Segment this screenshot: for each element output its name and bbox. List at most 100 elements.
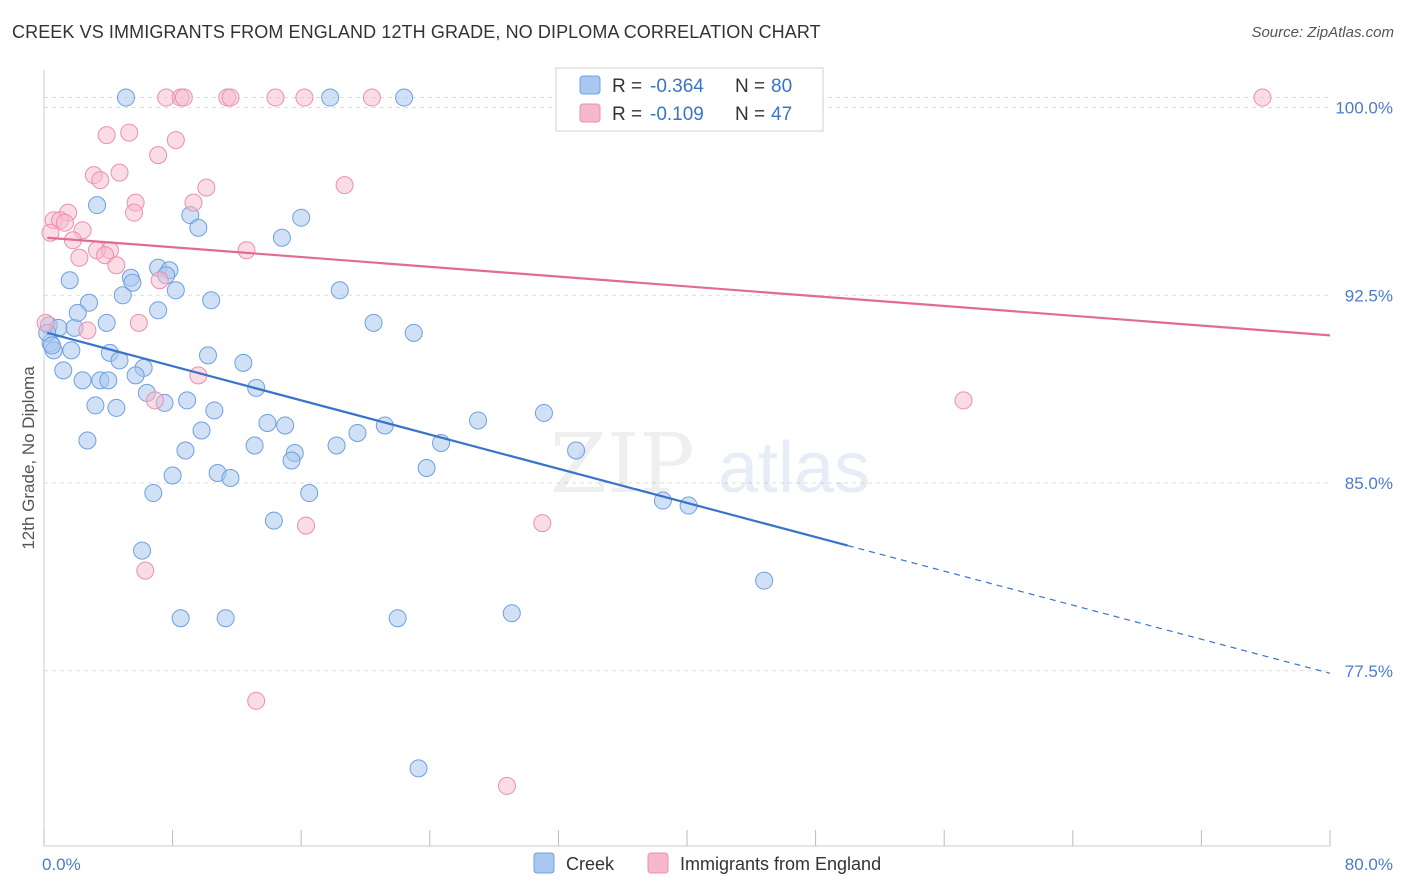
england-point xyxy=(362,88,381,107)
creek-point xyxy=(282,451,301,470)
creek-point xyxy=(107,398,126,417)
creek-point xyxy=(534,403,553,422)
england-point xyxy=(107,256,126,275)
creek-point xyxy=(192,421,211,440)
creek-point xyxy=(178,391,197,410)
creek-point xyxy=(97,313,116,332)
creek-point xyxy=(292,208,311,227)
england-point xyxy=(97,126,116,145)
creek-point xyxy=(272,228,291,247)
series-england xyxy=(36,88,1272,795)
creek-point xyxy=(86,396,105,415)
england-point xyxy=(297,516,316,535)
bottom-legend-england-swatch xyxy=(647,852,669,874)
axes xyxy=(43,70,1331,847)
england-point xyxy=(497,776,516,795)
creek-trend-extension xyxy=(847,545,1331,674)
legend-creek-r-value: -0.364 xyxy=(650,76,704,97)
creek-point xyxy=(264,511,283,530)
england-point xyxy=(78,321,97,340)
england-point xyxy=(70,248,89,267)
creek-point xyxy=(375,416,394,435)
creek-point xyxy=(258,413,277,432)
x-tick-label: 80.0% xyxy=(1345,855,1393,874)
watermark-atlas: atlas xyxy=(718,428,870,508)
bottom-legend-creek-label: Creek xyxy=(566,854,615,874)
creek-point xyxy=(198,346,217,365)
creek-point xyxy=(80,293,99,312)
creek-point xyxy=(404,323,423,342)
legend-england-n-label: N = xyxy=(735,104,765,125)
y-axis-label: 12th Grade, No Diploma xyxy=(19,366,38,550)
creek-point xyxy=(234,353,253,372)
watermark: ZIP atlas xyxy=(550,417,870,512)
england-point xyxy=(149,146,168,165)
creek-point xyxy=(205,401,224,420)
england-point xyxy=(174,88,193,107)
legend-england-r-value: -0.109 xyxy=(650,104,704,125)
england-point xyxy=(954,391,973,410)
england-point xyxy=(36,313,55,332)
legend-england-swatch xyxy=(579,103,601,123)
england-point xyxy=(533,514,552,533)
creek-point xyxy=(469,411,488,430)
creek-point xyxy=(88,196,107,215)
england-point xyxy=(96,246,115,265)
creek-point xyxy=(163,466,182,485)
legend-england-n-value: 47 xyxy=(771,104,792,125)
england-point xyxy=(120,123,139,142)
series-creek xyxy=(38,88,774,778)
creek-point xyxy=(276,416,295,435)
legend-creek-r-label: R = xyxy=(612,76,642,97)
creek-point xyxy=(123,273,142,292)
england-point xyxy=(136,561,155,580)
creek-point xyxy=(300,484,319,503)
creek-point xyxy=(116,88,135,107)
england-point xyxy=(184,193,203,212)
creek-point xyxy=(388,609,407,628)
england-point xyxy=(266,88,285,107)
creek-point xyxy=(99,371,118,390)
y-tick-label: 77.5% xyxy=(1345,662,1393,681)
legend-creek-swatch xyxy=(579,75,601,95)
creek-point xyxy=(327,436,346,455)
creek-point xyxy=(126,366,145,385)
creek-point xyxy=(417,459,436,478)
england-point xyxy=(125,203,144,222)
creek-point xyxy=(321,88,340,107)
creek-point xyxy=(133,541,152,560)
legend-creek-n-value: 80 xyxy=(771,76,792,97)
creek-point xyxy=(364,313,383,332)
england-trend-line xyxy=(47,236,1331,337)
england-point xyxy=(129,313,148,332)
creek-point xyxy=(166,281,185,300)
creek-point xyxy=(144,484,163,503)
england-point xyxy=(247,691,266,710)
creek-point xyxy=(221,469,240,488)
tick-labels: 100.0% 92.5% 85.0% 77.5% 0.0% 80.0% xyxy=(42,99,1393,874)
england-point xyxy=(166,131,185,150)
source-label: Source: ZipAtlas.com xyxy=(1251,24,1394,41)
england-point xyxy=(91,171,110,190)
creek-point xyxy=(567,441,586,460)
creek-point xyxy=(395,88,414,107)
watermark-zip: ZIP xyxy=(550,417,695,512)
creek-point xyxy=(409,759,428,778)
creek-point xyxy=(348,423,367,442)
creek-point xyxy=(755,571,774,590)
chart-title: CREEK VS IMMIGRANTS FROM ENGLAND 12TH GR… xyxy=(12,22,821,42)
bottom-legend-creek-swatch xyxy=(533,852,555,874)
creek-point xyxy=(73,371,92,390)
creek-point xyxy=(171,609,190,628)
creek-point xyxy=(245,436,264,455)
england-point xyxy=(221,88,240,107)
england-point xyxy=(295,88,314,107)
england-point xyxy=(55,213,74,232)
england-point xyxy=(41,223,60,242)
creek-point xyxy=(189,218,208,237)
creek-point xyxy=(502,604,521,623)
england-point xyxy=(335,176,354,195)
legend-box: R = -0.364 N = 80 R = -0.109 N = 47 xyxy=(555,67,824,132)
y-tick-label: 100.0% xyxy=(1335,99,1393,118)
